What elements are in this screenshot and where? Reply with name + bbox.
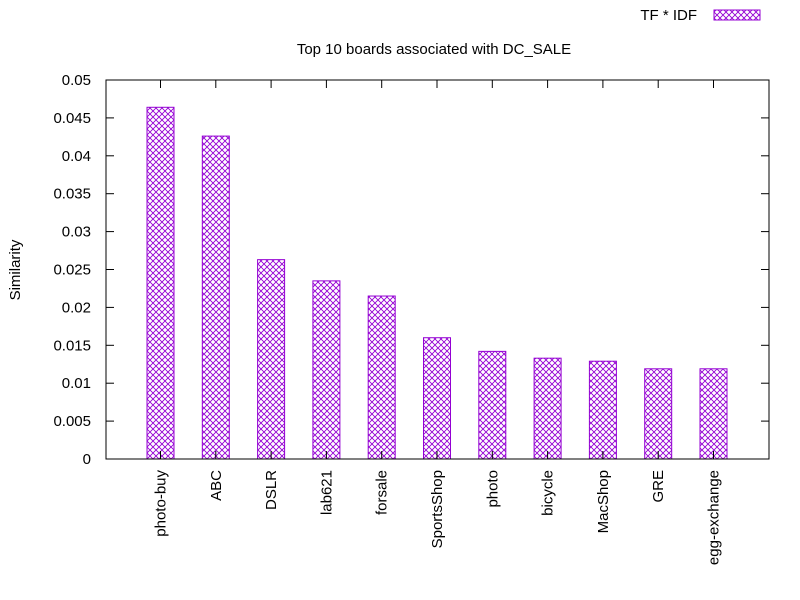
- legend-swatch: [713, 9, 761, 21]
- x-tick-label: photo: [484, 470, 501, 508]
- bar-DSLR: [257, 259, 286, 460]
- bar-egg-exchange: [699, 368, 728, 460]
- chart-title: Top 10 boards associated with DC_SALE: [297, 41, 571, 58]
- legend-label: TF * IDF: [640, 7, 697, 24]
- bars-group: [146, 106, 728, 460]
- bar-photo-buy: [146, 106, 175, 460]
- y-tick-label: 0.04: [62, 148, 91, 165]
- bar-ABC: [201, 135, 230, 460]
- x-tick-label: GRE: [650, 470, 667, 503]
- bar-forsale: [367, 295, 396, 460]
- x-tick-label: lab621: [318, 470, 335, 515]
- x-tick-label: SportsShop: [429, 470, 446, 548]
- x-tick-label: bicycle: [540, 470, 557, 516]
- bar-bicycle: [533, 357, 562, 460]
- y-tick-label: 0.045: [53, 110, 91, 127]
- x-tick-label: ABC: [208, 470, 225, 501]
- x-tick-label: forsale: [374, 470, 391, 515]
- x-tick-label: MacShop: [595, 470, 612, 533]
- y-tick-label: 0.005: [53, 413, 91, 430]
- x-tick-label: photo-buy: [153, 470, 170, 537]
- bar-lab621: [312, 280, 341, 460]
- y-axis-ticks: 0 0.005 0.01 0.015 0.02 0.025 0.03 0.035 0.04 0.0…: [53, 72, 769, 468]
- bar-MacShop: [588, 360, 617, 460]
- y-tick-label: 0.03: [62, 224, 91, 241]
- y-tick-label: 0.025: [53, 262, 91, 279]
- y-tick-label: 0.035: [53, 186, 91, 203]
- bar-GRE: [644, 368, 673, 460]
- x-tick-label: egg-exchange: [706, 470, 723, 565]
- bar-photo: [478, 350, 507, 460]
- y-tick-label: 0.05: [62, 72, 91, 89]
- bar-SportsShop: [423, 337, 451, 460]
- plot-frame: [105, 79, 770, 460]
- legend: TF * IDF: [640, 7, 761, 24]
- y-tick-label: 0.01: [62, 375, 91, 392]
- y-axis-label: Similarity: [7, 239, 24, 300]
- x-axis-ticks: photo-buy ABC DSLR lab621 forsale SportsShop p…: [153, 80, 723, 565]
- x-tick-label: DSLR: [263, 470, 280, 510]
- y-tick-label: 0: [83, 451, 91, 468]
- y-tick-label: 0.015: [53, 337, 91, 354]
- y-tick-label: 0.02: [62, 299, 91, 316]
